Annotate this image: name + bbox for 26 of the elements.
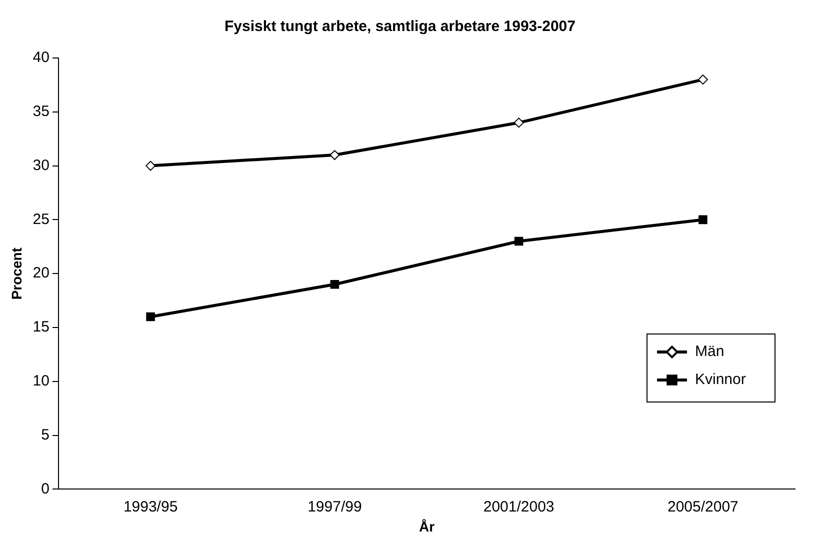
point xyxy=(330,150,340,160)
x-tick-label: 1997/99 xyxy=(308,498,362,516)
point xyxy=(146,160,156,171)
point xyxy=(698,215,708,224)
y-tick-label: 0 xyxy=(41,480,50,498)
x-tick-label: 2005/2007 xyxy=(667,498,738,516)
point xyxy=(514,118,524,128)
point xyxy=(514,236,524,246)
y-tick-label: 15 xyxy=(32,318,50,336)
x-tick-label: 2001/2003 xyxy=(483,498,554,516)
y-tick-label: 40 xyxy=(32,49,50,66)
y-tick-label: 10 xyxy=(32,372,50,390)
point xyxy=(698,74,708,85)
y-axis-title: Procent xyxy=(8,247,24,300)
y-tick-label: 35 xyxy=(32,103,50,120)
legend-label: Män xyxy=(695,343,724,360)
point xyxy=(146,312,155,322)
legend-label: Kvinnor xyxy=(695,371,746,388)
x-axis-title: År xyxy=(418,518,436,534)
y-tick-label: 5 xyxy=(41,426,50,444)
x-tick-label: 1993/95 xyxy=(123,498,178,516)
chart-title: Fysiskt tungt arbete, samtliga arbetare 1993-2007 xyxy=(224,18,576,36)
y-tick-label: 20 xyxy=(32,264,50,282)
y-tick-label: 25 xyxy=(32,210,50,228)
y-tick-label: 30 xyxy=(32,156,50,174)
point xyxy=(330,280,340,289)
